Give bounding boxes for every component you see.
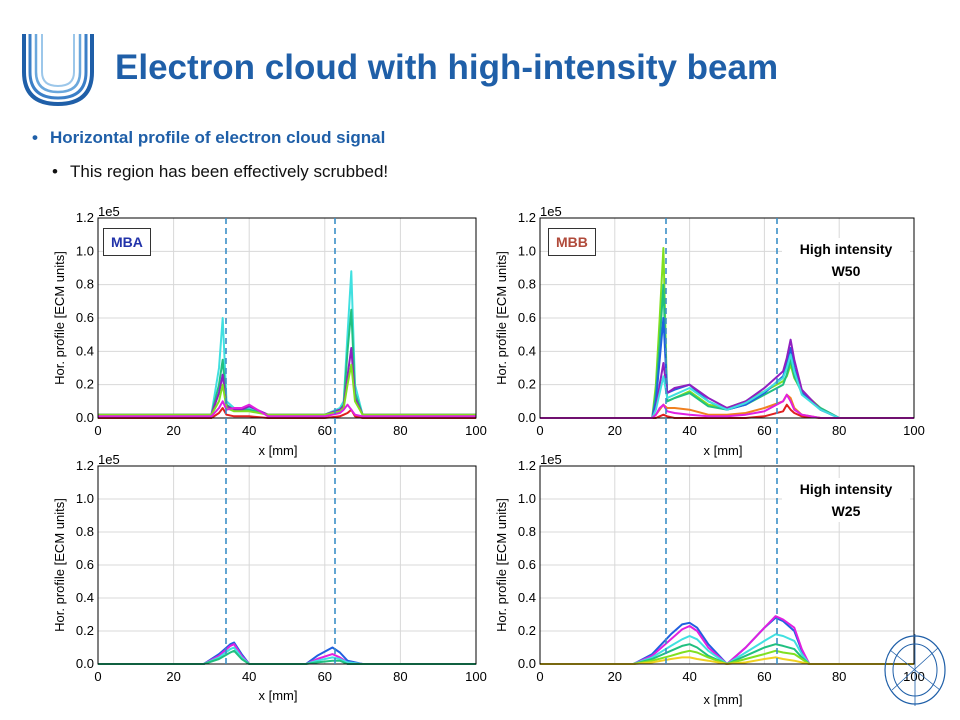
y-exponent-label: 1e5	[540, 204, 562, 219]
y-tick-label: 0.4	[518, 590, 536, 605]
x-tick-label: 100	[903, 669, 925, 684]
y-tick-label: 0.0	[518, 410, 536, 425]
bullet-main-text: Horizontal profile of electron cloud sig…	[50, 128, 386, 147]
w25-annotation: High intensity W25	[782, 478, 910, 522]
w50-annotation: High intensity W50	[782, 238, 910, 282]
series-line-5	[98, 400, 476, 418]
plot-border	[539, 217, 915, 419]
chart-mba_w50: 0 20 40 60 80 100 0.0 0.2 0.4 0.6 0.8 1.0 1.2 1e5 x [m…	[52, 204, 487, 458]
x-tick-label: 60	[757, 669, 771, 684]
y-tick-label: 0.0	[76, 656, 94, 671]
x-tick-label: 0	[536, 423, 543, 438]
plot-border	[539, 465, 915, 665]
mba-label: MBA	[103, 228, 151, 256]
x-tick-label: 80	[393, 423, 407, 438]
slide-title: Electron cloud with high-intensity beam	[115, 48, 779, 87]
cern-watermark-icon	[884, 634, 946, 706]
y-tick-label: 0.2	[76, 623, 94, 638]
y-exponent-label: 1e5	[540, 452, 562, 467]
series-line-3	[540, 338, 914, 419]
w25-line1: High intensity	[799, 481, 893, 497]
x-tick-label: 40	[242, 423, 256, 438]
x-tick-label: 100	[903, 423, 925, 438]
bullet-sub: • This region has been effectively scrubb…	[52, 162, 388, 182]
series-line-7	[540, 393, 914, 419]
x-tick-label: 20	[608, 669, 622, 684]
y-tick-label: 1.0	[518, 491, 536, 506]
y-tick-label: 0.8	[76, 277, 94, 292]
y-tick-label: 1.2	[76, 458, 94, 473]
y-axis-label: Hor. profile [ECM units]	[52, 251, 67, 385]
logo-icon	[22, 34, 94, 107]
y-tick-label: 0.6	[76, 557, 94, 572]
series-line-4	[540, 353, 914, 419]
x-tick-label: 60	[318, 669, 332, 684]
w50-line2: W50	[831, 263, 861, 279]
y-tick-label: 0.6	[76, 310, 94, 325]
bullet-main: • Horizontal profile of electron cloud si…	[32, 128, 385, 148]
y-tick-label: 0.6	[518, 310, 536, 325]
x-tick-label: 20	[608, 423, 622, 438]
x-tick-label: 0	[536, 669, 543, 684]
bullet-sub-text: This region has been effectively scrubbe…	[70, 162, 389, 181]
y-tick-label: 1.2	[76, 210, 94, 225]
y-tick-label: 1.0	[518, 243, 536, 258]
x-tick-label: 60	[757, 423, 771, 438]
w25-line2: W25	[831, 503, 861, 519]
chart-mba_w25: 0 20 40 60 80 100 0.0 0.2 0.4 0.6 0.8 1.0 1.2 1e5 x [m…	[52, 452, 487, 703]
bullet-dot: •	[32, 128, 38, 147]
y-tick-label: 0.2	[518, 623, 536, 638]
y-tick-label: 0.4	[518, 343, 536, 358]
y-axis-label: Hor. profile [ECM units]	[494, 498, 509, 632]
y-tick-label: 0.8	[518, 524, 536, 539]
x-tick-label: 0	[94, 669, 101, 684]
x-tick-label: 80	[832, 423, 846, 438]
y-tick-label: 1.2	[518, 210, 536, 225]
y-tick-label: 0.0	[76, 410, 94, 425]
x-tick-label: 60	[318, 423, 332, 438]
y-axis-label: Hor. profile [ECM units]	[494, 251, 509, 385]
y-tick-label: 0.6	[518, 557, 536, 572]
mbb-label: MBB	[548, 228, 596, 256]
plot-border	[97, 217, 477, 419]
y-tick-label: 1.2	[518, 458, 536, 473]
bullet-dot: •	[52, 162, 58, 181]
y-tick-label: 0.2	[518, 377, 536, 392]
y-exponent-label: 1e5	[98, 204, 120, 219]
y-tick-label: 1.0	[76, 243, 94, 258]
y-tick-label: 0.8	[518, 277, 536, 292]
plot-border	[97, 465, 477, 665]
y-tick-label: 1.0	[76, 491, 94, 506]
x-tick-label: 80	[393, 669, 407, 684]
x-tick-label: 100	[465, 669, 487, 684]
x-tick-label: 20	[166, 423, 180, 438]
x-axis-label: x [mm]	[704, 443, 743, 458]
y-exponent-label: 1e5	[98, 452, 120, 467]
y-tick-label: 0.4	[76, 590, 94, 605]
x-axis-label: x [mm]	[259, 443, 298, 458]
x-axis-label: x [mm]	[259, 688, 298, 703]
y-tick-label: 0.0	[518, 656, 536, 671]
x-tick-label: 80	[832, 669, 846, 684]
w50-line1: High intensity	[799, 241, 893, 257]
x-tick-label: 0	[94, 423, 101, 438]
series-line-3	[98, 363, 476, 416]
y-tick-label: 0.2	[76, 377, 94, 392]
y-tick-label: 0.8	[76, 524, 94, 539]
x-tick-label: 100	[465, 423, 487, 438]
y-axis-label: Hor. profile [ECM units]	[52, 498, 67, 632]
x-tick-label: 40	[682, 669, 696, 684]
x-tick-label: 40	[682, 423, 696, 438]
y-tick-label: 0.4	[76, 343, 94, 358]
x-tick-label: 20	[166, 669, 180, 684]
x-axis-label: x [mm]	[704, 692, 743, 707]
x-tick-label: 40	[242, 669, 256, 684]
